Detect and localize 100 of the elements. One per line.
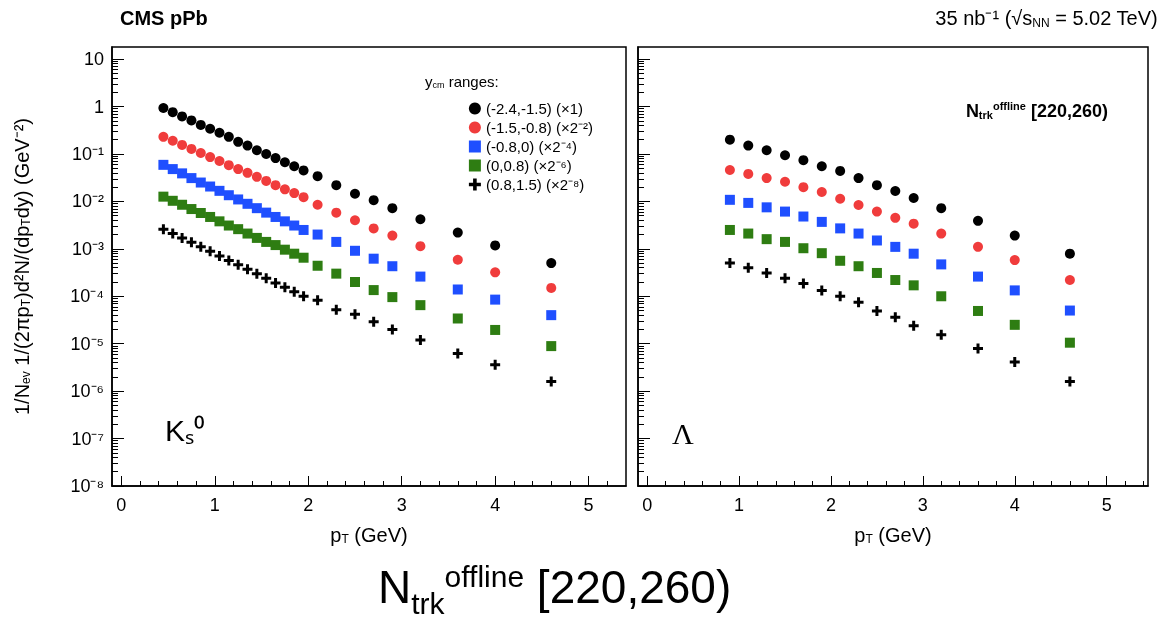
point xyxy=(871,206,882,217)
point xyxy=(279,216,290,227)
point xyxy=(724,258,735,269)
point xyxy=(298,192,309,203)
point xyxy=(312,295,323,306)
point xyxy=(186,115,197,126)
point xyxy=(973,271,983,282)
x-tick-label: 2 xyxy=(825,495,836,515)
y-tick-label: 10⁻¹ xyxy=(71,143,105,164)
y-tick-label: 10⁻⁴ xyxy=(70,286,104,307)
point xyxy=(743,228,754,239)
chart-title: CMS pPb xyxy=(120,7,208,29)
point xyxy=(331,304,342,315)
point xyxy=(415,271,426,282)
point xyxy=(490,359,501,370)
point xyxy=(261,175,272,186)
point xyxy=(490,267,501,278)
point xyxy=(546,376,557,387)
point xyxy=(871,267,882,278)
x-tick-label: 4 xyxy=(1009,495,1020,515)
point xyxy=(798,211,809,222)
y-tick-label: 10⁻⁸ xyxy=(70,476,104,496)
point xyxy=(298,165,309,176)
point xyxy=(195,177,206,188)
point xyxy=(167,195,178,206)
point xyxy=(853,261,864,272)
point xyxy=(205,181,216,192)
point xyxy=(158,103,169,114)
point xyxy=(724,134,735,145)
point xyxy=(853,297,864,308)
x-tick-label: 0 xyxy=(116,495,127,515)
y-tick-label: 10⁻³ xyxy=(71,238,105,259)
point xyxy=(835,193,846,204)
point xyxy=(261,273,272,284)
point xyxy=(251,268,262,279)
point xyxy=(233,259,244,270)
point xyxy=(205,152,216,163)
point xyxy=(387,230,398,241)
x-tick-label: 3 xyxy=(396,495,407,515)
point xyxy=(973,215,983,226)
point xyxy=(214,185,225,196)
point xyxy=(853,200,864,210)
point xyxy=(167,135,178,146)
point xyxy=(261,148,272,159)
point xyxy=(331,268,342,279)
point xyxy=(780,236,791,247)
legend-label: (-1.5,-0.8) (×2⁻²) xyxy=(485,119,593,136)
x-tick-label: 1 xyxy=(734,495,745,515)
point xyxy=(780,150,791,161)
x-tick-label: 5 xyxy=(1101,495,1112,515)
point xyxy=(177,111,188,122)
point xyxy=(936,329,947,340)
point xyxy=(780,206,791,217)
point xyxy=(871,235,882,246)
point xyxy=(743,168,754,179)
point xyxy=(816,186,827,197)
point xyxy=(270,211,281,222)
point xyxy=(816,216,827,227)
point xyxy=(415,214,426,225)
point xyxy=(908,218,919,229)
point xyxy=(177,199,188,210)
legend-label: (0.8,1.5) (×2⁻⁸) xyxy=(485,176,585,193)
point xyxy=(349,309,360,320)
x-tick-label: 5 xyxy=(583,495,594,515)
point xyxy=(890,312,901,323)
point xyxy=(270,240,281,251)
legend-label: (-0.8,0) (×2⁻⁴) xyxy=(485,138,577,155)
x-tick-label: 0 xyxy=(642,495,653,515)
point xyxy=(158,224,169,235)
point xyxy=(167,164,178,175)
point xyxy=(312,199,323,210)
point xyxy=(816,248,827,259)
point xyxy=(298,291,309,302)
point xyxy=(289,220,300,231)
point xyxy=(214,216,225,227)
point xyxy=(973,305,983,316)
point xyxy=(936,203,947,214)
point xyxy=(242,198,253,209)
point xyxy=(270,180,281,191)
point xyxy=(279,282,290,293)
point xyxy=(387,324,398,335)
annotation: Λ xyxy=(672,416,694,450)
text: N$_{trk}$$^{offline}$ [220,260) xyxy=(378,560,732,621)
point xyxy=(261,236,272,247)
point xyxy=(743,140,754,151)
point xyxy=(798,155,809,166)
point xyxy=(546,310,557,321)
x-tick-label: 4 xyxy=(490,495,501,515)
point xyxy=(798,278,809,289)
point xyxy=(331,236,342,247)
point xyxy=(251,171,262,182)
point xyxy=(1009,357,1020,368)
point xyxy=(177,232,188,243)
point xyxy=(195,207,206,218)
point xyxy=(279,184,290,195)
point xyxy=(242,140,253,151)
point xyxy=(177,168,188,179)
point xyxy=(1064,248,1075,259)
point xyxy=(1009,230,1020,241)
point xyxy=(415,241,426,252)
